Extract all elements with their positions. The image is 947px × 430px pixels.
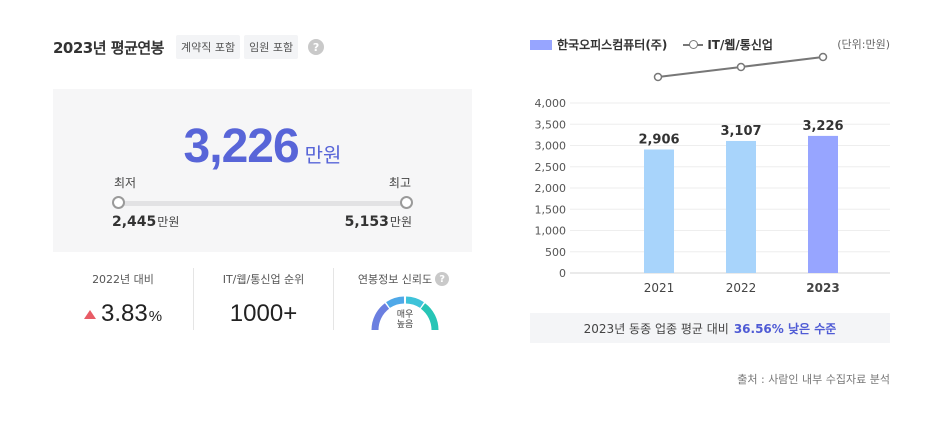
gauge-icon [371,296,439,331]
chart-legend: 한국오피스컴퓨터(주) IT/웹/통신업 [530,36,773,53]
legend-industry: IT/웹/통신업 [707,38,773,52]
y-tick-label: 3,000 [535,140,567,153]
gauge-text-line1: 매우 [396,310,414,320]
min-salary-value: 2,445 [112,214,157,230]
legend-bar-swatch [530,39,552,50]
data-label: 3,107 [720,124,761,139]
y-tick-label: 2,500 [535,161,567,174]
industry-comparison: 2023년 동종 업종 평균 대비 36.56% 낮은 수준 [530,313,890,343]
tag-executive: 임원 포함 [244,35,299,59]
stat-reliability-label-row: 연봉정보 신뢰도 ? [334,272,473,286]
industry-line-point [818,52,828,62]
salary-chart-panel: 한국오피스컴퓨터(주) IT/웹/통신업 (단위:만원) 4,000 3,500 3… [530,0,890,430]
comparison-highlight: 36.56% 낮은 수준 [733,321,837,336]
max-salary-value: 5,153 [344,214,389,230]
stat-growth-unit: % [148,308,163,325]
range-min-knob [112,196,125,209]
source-note: 출처 : 사람인 내부 수집자료 분석 [737,373,890,386]
unit-note: (단위:만원) [837,38,890,51]
help-icon[interactable]: ? [308,39,325,55]
bar [808,135,838,273]
y-tick-label: 0 [559,267,566,280]
x-tick-label: 2023 [806,281,839,295]
reliability-gauge: 매우 높음 [367,292,443,332]
stat-reliability-label: 연봉정보 신뢰도 [357,273,433,286]
max-salary-unit: 만원 [389,215,412,229]
average-salary-box: 3,226 만원 최저 최고 2,445만원 5,153만원 [53,89,472,252]
panel-title: 2023년 평균연봉 [53,38,164,57]
data-label: 2,906 [638,132,679,147]
data-label: 3,226 [802,119,843,134]
industry-line-point [653,72,663,82]
bar [644,149,674,273]
y-tick-label: 500 [545,246,566,259]
range-max-knob [400,196,413,209]
salary-bar-chart: 4,000 3,500 3,000 2,500 2,000 1,500 1,000 500 0 2… [535,52,890,295]
average-salary-value: 3,226 [183,120,300,173]
max-label: 최고 [388,176,411,190]
title-row: 2023년 평균연봉 계약직 포함 임원 포함 ? [53,35,325,59]
salary-range-track [119,201,407,206]
stat-growth-value: 3.83 [100,300,148,327]
legend-company: 한국오피스컴퓨터(주) [557,38,668,52]
industry-line-point [736,62,746,72]
gauge-text: 매우 높음 [367,310,443,330]
y-tick-label: 4,000 [535,97,567,110]
salary-summary-panel: 2023년 평균연봉 계약직 포함 임원 포함 ? 3,226 만원 최저 최고 … [53,0,473,430]
stat-growth-label: 2022년 대비 [92,273,154,286]
stat-rank: IT/웹/통신업 순위 1000+ [193,268,333,330]
stat-rank-label: IT/웹/통신업 순위 [222,273,305,286]
x-tick-label: 2022 [726,281,757,295]
y-tick-label: 3,500 [535,118,567,131]
bar [726,140,756,273]
x-tick-label: 2021 [644,281,675,295]
y-tick-label: 1,500 [535,203,567,216]
min-salary-unit: 만원 [157,215,180,229]
y-tick-label: 1,000 [535,225,567,238]
stats-row: 2022년 대비 3.83% IT/웹/통신업 순위 1000+ 연봉정보 신뢰… [53,268,473,332]
y-tick-label: 2,000 [535,182,567,195]
triangle-up-icon [83,310,96,319]
max-salary: 5,153만원 [345,213,412,230]
stat-growth-value-row: 3.83% [53,300,193,328]
average-salary: 3,226 만원 [53,119,472,174]
min-salary: 2,445만원 [112,213,179,230]
comparison-prefix: 2023년 동종 업종 평균 대비 [583,321,729,336]
reliability-help-icon[interactable]: ? [435,272,450,286]
tag-contract: 계약직 포함 [175,35,241,59]
min-label: 최저 [114,176,137,190]
stat-rank-value: 1000+ [229,300,298,327]
legend-line-swatch [683,39,704,50]
gauge-text-line2: 높음 [396,320,414,330]
stat-reliability: 연봉정보 신뢰도 ? 매우 높음 [333,268,473,332]
stat-growth: 2022년 대비 3.83% [53,268,193,330]
average-salary-unit: 만원 [304,143,342,167]
